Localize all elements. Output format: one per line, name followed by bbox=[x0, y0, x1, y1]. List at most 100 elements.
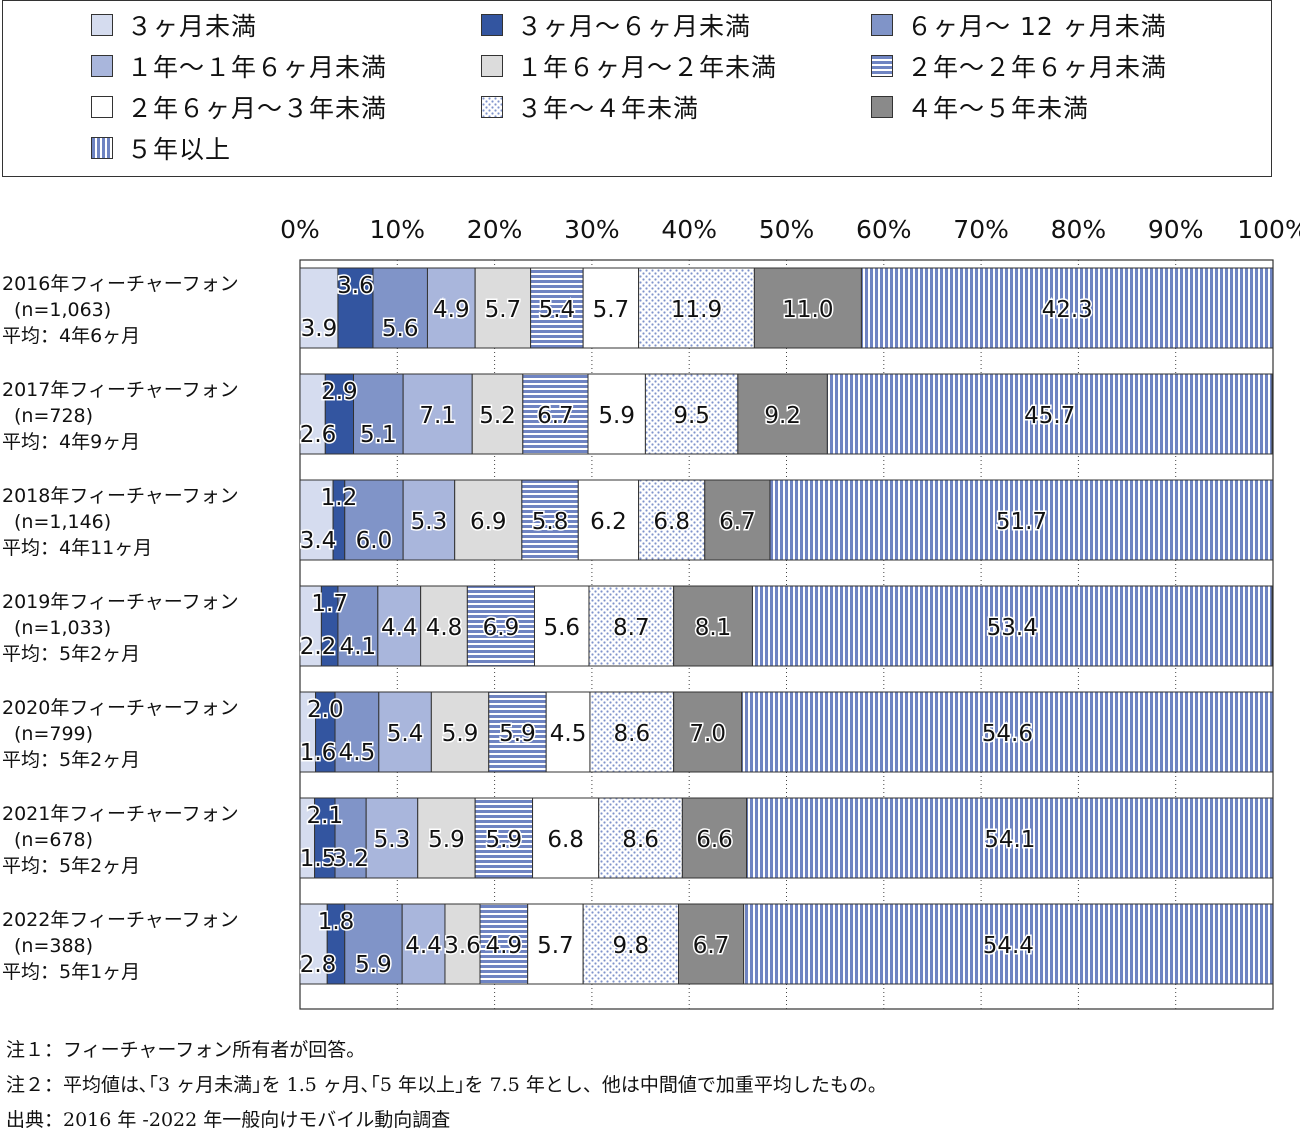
legend-label: ６ヶ月～ 12 ヶ月未満 bbox=[907, 12, 1167, 41]
data-label: 51.7 bbox=[996, 509, 1047, 535]
data-label: 6.8 bbox=[653, 509, 690, 535]
bar-segment bbox=[746, 797, 1274, 879]
bar-segment bbox=[334, 797, 367, 879]
legend-label: ５年以上 bbox=[127, 135, 232, 164]
data-label: 3.9 bbox=[301, 316, 338, 342]
x-tick-label: 20% bbox=[467, 215, 523, 244]
legend-swatch bbox=[481, 55, 503, 77]
data-label: 4.8 bbox=[426, 615, 463, 641]
bar-segment bbox=[479, 903, 529, 985]
x-tick-label: 70% bbox=[953, 215, 1009, 244]
bar-segment bbox=[743, 903, 1274, 985]
bar-segment bbox=[299, 479, 334, 561]
legend-label: ２年～２年６ヶ月未満 bbox=[907, 53, 1168, 82]
legend-item: ３ヶ月～６ヶ月未満 bbox=[481, 9, 751, 41]
data-label: 4.5 bbox=[339, 740, 376, 766]
data-label: 5.7 bbox=[593, 297, 630, 323]
data-label: 2.8 bbox=[300, 952, 337, 978]
legend-label: ４年～５年未満 bbox=[907, 94, 1090, 123]
bar-segment bbox=[826, 373, 1273, 455]
legend-label: ３ヶ月～６ヶ月未満 bbox=[517, 12, 752, 41]
data-label: 4.4 bbox=[405, 933, 442, 959]
note-2: 注２：平均値は､｢3 ヶ月未満｣を 1.5 ヶ月､｢5 年以上｣を 7.5 年と… bbox=[6, 1074, 887, 1096]
bar-segment bbox=[474, 797, 534, 879]
data-label: 5.9 bbox=[499, 721, 536, 747]
bar-segment bbox=[860, 267, 1274, 349]
data-label: 6.9 bbox=[470, 509, 507, 535]
data-label: 5.7 bbox=[537, 933, 574, 959]
data-label: 2.6 bbox=[300, 422, 337, 448]
bar-segment bbox=[299, 267, 339, 349]
data-label: 4.9 bbox=[486, 933, 523, 959]
data-label: 2.0 bbox=[307, 697, 344, 723]
data-label: 5.4 bbox=[387, 721, 424, 747]
bar-segment bbox=[401, 903, 446, 985]
legend-item: ２年～２年６ヶ月未満 bbox=[871, 50, 1167, 82]
data-label: 6.7 bbox=[537, 403, 574, 429]
data-label: 8.6 bbox=[614, 721, 651, 747]
legend-item: ３ヶ月未満 bbox=[91, 9, 257, 41]
data-label: 4.4 bbox=[381, 615, 418, 641]
data-label: 5.9 bbox=[598, 403, 635, 429]
legend-swatch bbox=[871, 55, 893, 77]
data-label: 3.2 bbox=[332, 846, 369, 872]
bar-segment bbox=[372, 267, 428, 349]
data-label: 3.6 bbox=[444, 933, 481, 959]
data-label: 5.3 bbox=[374, 827, 411, 853]
data-label: 6.8 bbox=[547, 827, 584, 853]
data-label: 5.6 bbox=[543, 615, 580, 641]
bar-segment bbox=[299, 903, 328, 985]
bar-segment bbox=[527, 903, 584, 985]
bar-segment bbox=[582, 903, 679, 985]
bar-segment bbox=[344, 479, 404, 561]
bar-segment bbox=[337, 267, 374, 349]
bar-segment bbox=[454, 479, 523, 561]
bar-segment bbox=[737, 373, 828, 455]
bar-segment bbox=[522, 373, 589, 455]
data-label: 11.0 bbox=[782, 297, 833, 323]
bar-segment bbox=[337, 585, 379, 667]
data-label: 3.6 bbox=[337, 273, 374, 299]
bar-segment bbox=[673, 585, 753, 667]
bar-segment bbox=[466, 585, 535, 667]
category-label: 2017年フィーチャーフォン(n=728)平均：4年9ヶ月 bbox=[2, 379, 239, 453]
legend-swatch bbox=[481, 96, 503, 118]
data-label: 7.1 bbox=[419, 403, 456, 429]
data-label: 5.3 bbox=[411, 509, 448, 535]
bar-segment bbox=[598, 797, 683, 879]
category-label: 2019年フィーチャーフォン(n=1,033)平均：5年2ヶ月 bbox=[2, 591, 239, 665]
source-note: 出典：2016 年 -2022 年一般向けモバイル動向調査 bbox=[6, 1109, 451, 1131]
bar-segment bbox=[704, 479, 771, 561]
legend-item: ２年６ヶ月～３年未満 bbox=[91, 91, 387, 123]
bar-segment bbox=[673, 691, 743, 773]
data-label: 2.9 bbox=[321, 379, 358, 405]
bar-segment bbox=[589, 691, 675, 773]
category-label: 2018年フィーチャーフォン(n=1,146)平均：4年11ヶ月 bbox=[2, 485, 239, 559]
data-label: 6.7 bbox=[719, 509, 756, 535]
bar-segment bbox=[471, 373, 524, 455]
data-label: 4.1 bbox=[340, 634, 377, 660]
legend-swatch bbox=[91, 96, 113, 118]
data-label: 6.7 bbox=[693, 933, 730, 959]
legend-item: １年～１年６ヶ月未満 bbox=[91, 50, 387, 82]
data-label: 1.5 bbox=[300, 846, 337, 872]
bar-segment bbox=[299, 373, 326, 455]
bar-segment bbox=[402, 479, 456, 561]
legend-item: ６ヶ月～ 12 ヶ月未満 bbox=[871, 9, 1167, 41]
legend-swatch bbox=[871, 14, 893, 36]
category-label: 2022年フィーチャーフォン(n=388)平均：5年1ヶ月 bbox=[2, 909, 239, 983]
x-tick-label: 50% bbox=[759, 215, 815, 244]
data-label: 8.7 bbox=[613, 615, 650, 641]
legend-swatch bbox=[91, 55, 113, 77]
data-label: 5.6 bbox=[382, 316, 419, 342]
data-label: 6.0 bbox=[356, 528, 393, 554]
legend-item: ４年～５年未満 bbox=[871, 91, 1089, 123]
bar-segment bbox=[402, 373, 473, 455]
x-tick-label: 80% bbox=[1051, 215, 1107, 244]
stacked-bar-chart: 0% 10% 20% 30% 40% 50% 60% 70% 80% 90% 100% 2016年フィ… bbox=[2, 215, 1300, 1010]
bar-segment bbox=[430, 691, 490, 773]
bar-segment bbox=[582, 267, 640, 349]
data-label: 45.7 bbox=[1024, 403, 1075, 429]
legend-swatch bbox=[91, 137, 113, 159]
data-label: 7.0 bbox=[689, 721, 726, 747]
